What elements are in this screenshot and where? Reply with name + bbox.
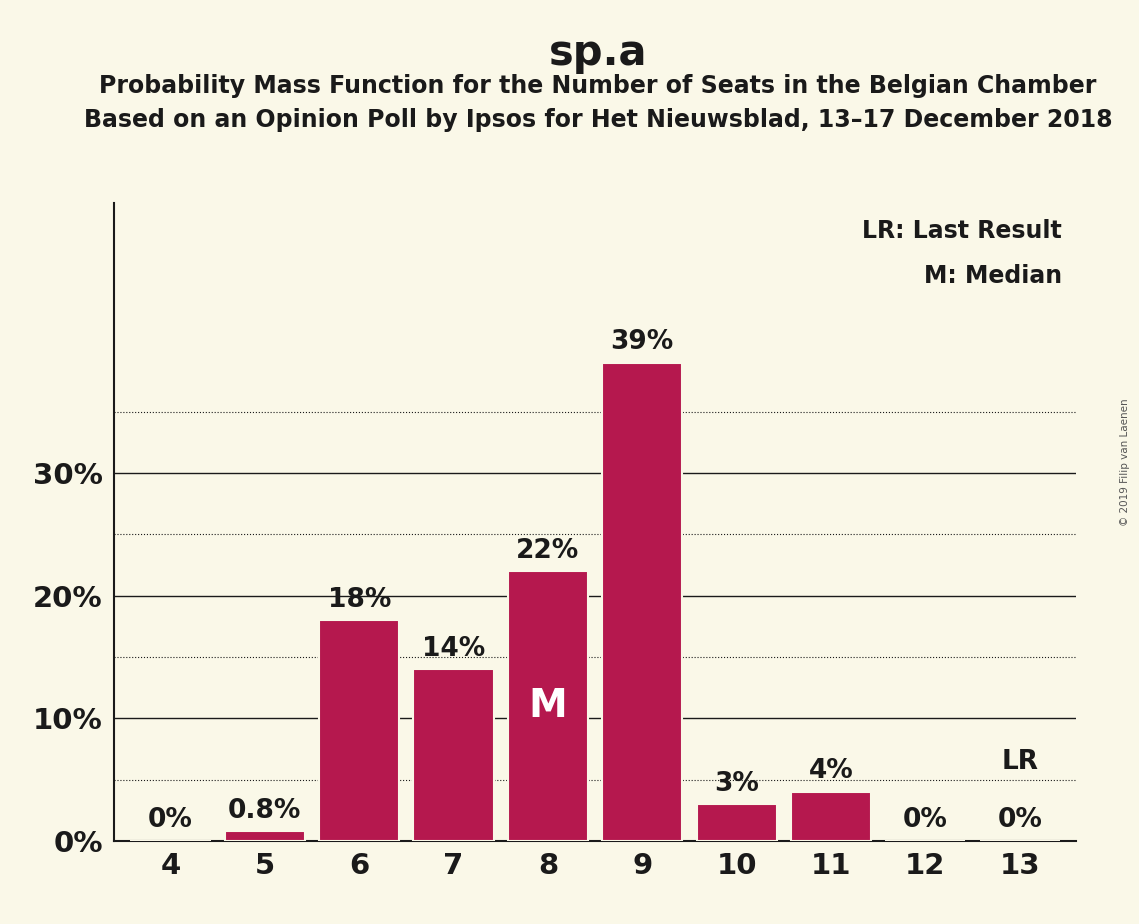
Text: 3%: 3% — [714, 771, 759, 796]
Bar — [697, 804, 777, 841]
Bar — [603, 362, 682, 841]
Text: 14%: 14% — [421, 636, 485, 662]
Text: M: M — [528, 687, 567, 725]
Text: M: Median: M: Median — [924, 264, 1062, 288]
Text: © 2019 Filip van Laenen: © 2019 Filip van Laenen — [1120, 398, 1130, 526]
Text: LR: LR — [1001, 748, 1039, 774]
Text: 0.8%: 0.8% — [228, 797, 302, 823]
Text: sp.a: sp.a — [549, 32, 647, 74]
Text: 18%: 18% — [328, 587, 391, 613]
Bar — [790, 792, 871, 841]
Text: 4%: 4% — [809, 759, 853, 784]
Bar — [413, 669, 493, 841]
Text: Based on an Opinion Poll by Ipsos for Het Nieuwsblad, 13–17 December 2018: Based on an Opinion Poll by Ipsos for He… — [83, 108, 1113, 132]
Bar — [319, 620, 400, 841]
Text: 0%: 0% — [998, 808, 1042, 833]
Text: 0%: 0% — [903, 808, 948, 833]
Text: 22%: 22% — [516, 538, 580, 564]
Text: 39%: 39% — [611, 329, 674, 356]
Text: Probability Mass Function for the Number of Seats in the Belgian Chamber: Probability Mass Function for the Number… — [99, 74, 1097, 98]
Bar — [508, 571, 588, 841]
Text: LR: Last Result: LR: Last Result — [862, 219, 1062, 243]
Bar — [224, 831, 305, 841]
Text: 0%: 0% — [148, 808, 192, 833]
